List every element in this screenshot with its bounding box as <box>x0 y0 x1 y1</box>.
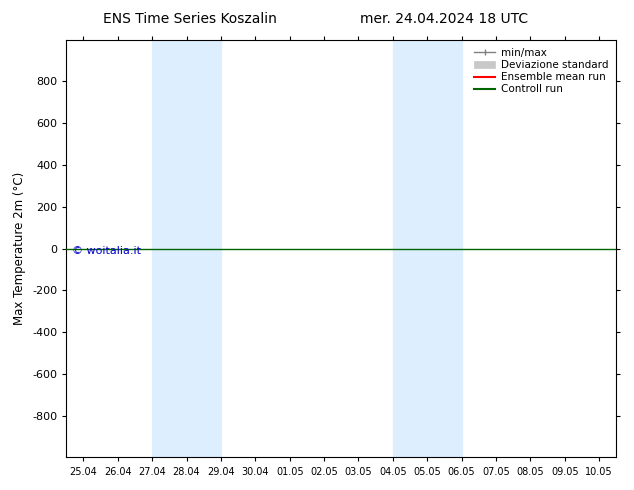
Text: mer. 24.04.2024 18 UTC: mer. 24.04.2024 18 UTC <box>359 12 528 26</box>
Legend: min/max, Deviazione standard, Ensemble mean run, Controll run: min/max, Deviazione standard, Ensemble m… <box>471 45 611 98</box>
Bar <box>152 40 221 458</box>
Text: © woitalia.it: © woitalia.it <box>72 245 141 256</box>
Text: ENS Time Series Koszalin: ENS Time Series Koszalin <box>103 12 277 26</box>
Bar <box>393 40 462 458</box>
Y-axis label: Max Temperature 2m (°C): Max Temperature 2m (°C) <box>13 172 27 325</box>
